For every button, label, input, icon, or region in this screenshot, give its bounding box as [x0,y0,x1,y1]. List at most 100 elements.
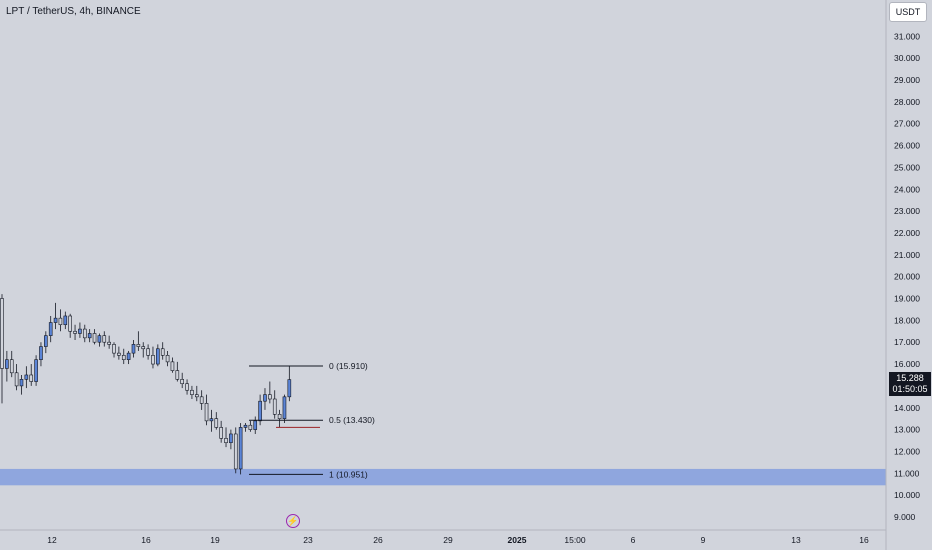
candle [136,331,141,351]
price-axis-tick: 10.000 [894,490,920,500]
time-axis-tick: 16 [141,535,151,545]
candle [117,346,121,360]
support-zone[interactable] [0,468,886,486]
candle [141,342,146,358]
candle [219,420,223,443]
price-axis-tick: 27.000 [894,119,920,129]
chart-title: LPT / TetherUS, 4h, BINANCE [6,6,141,17]
candle [224,427,228,448]
time-axis-tick: 15:00 [564,535,586,545]
candle [14,364,19,391]
candle [204,394,209,426]
candle [180,372,184,389]
price-axis-tick: 20.000 [894,272,920,282]
candle [233,427,238,474]
time-axis-tick: 2025 [508,535,527,545]
lightning-bolt-icon[interactable]: ⚡ [286,514,300,528]
candle [272,390,277,419]
candle [39,342,43,367]
price-axis[interactable]: 9.00010.00011.00012.00013.00014.00015.00… [894,31,920,522]
price-axis-tick: 19.000 [894,294,920,304]
candle [277,409,282,428]
price-axis-tick: 25.000 [894,162,920,172]
candle [165,350,170,367]
candle [199,390,204,410]
candle [48,315,53,343]
time-axis-tick: 19 [210,535,220,545]
price-axis-tick: 13.000 [894,425,920,435]
fib-level-label: 0 (15.910) [329,361,368,371]
time-axis-tick: 23 [303,535,313,545]
fib-level-label: 0.5 (13.430) [329,415,375,425]
price-axis-tick: 12.000 [894,446,920,456]
candle [287,366,292,402]
candle [238,423,243,475]
time-axis-tick: 12 [47,535,57,545]
candle [97,333,102,347]
bar-countdown: 01:50:05 [892,384,928,394]
candle [156,344,160,367]
price-axis-tick: 26.000 [894,141,920,151]
candle [102,331,107,347]
candle [263,388,267,410]
time-axis-tick: 16 [859,535,869,545]
candle [112,342,116,358]
candle [126,350,131,365]
candle [146,344,150,360]
candle [151,346,155,369]
candle [63,311,68,330]
candle [19,374,24,395]
price-axis-tick: 30.000 [894,53,920,63]
fib-level-label: 1 (10.951) [329,469,368,479]
price-axis-tick: 24.000 [894,184,920,194]
candle [248,420,253,432]
candle [58,309,63,332]
candle [185,379,189,395]
price-axis-tick: 28.000 [894,97,920,107]
candle [73,324,77,341]
candle [190,385,194,400]
last-price-value: 15.288 [896,373,924,383]
fibonacci-retracement[interactable]: 0 (15.910) 0.5 (13.430) 1 (10.951) [249,361,375,479]
candle [214,412,219,430]
candle [107,335,111,349]
price-axis-tick: 22.000 [894,228,920,238]
candle [78,322,82,338]
price-axis-tick: 14.000 [894,403,920,413]
price-axis-tick: 11.000 [894,468,920,478]
candle [160,342,165,360]
price-axis-tick: 29.000 [894,75,920,85]
time-axis-tick: 13 [791,535,801,545]
candle [121,348,126,365]
price-axis-tick: 16.000 [894,359,920,369]
time-axis-tick: 9 [701,535,706,545]
candle [170,357,175,373]
time-axis-tick: 6 [631,535,636,545]
candle [195,385,199,402]
candle [268,381,272,404]
currency-button[interactable]: USDT [889,2,927,22]
candle [87,329,92,343]
candle [29,364,34,386]
candle [24,366,29,389]
candle [243,423,248,432]
candle [5,350,9,382]
candle [9,350,14,378]
candle [68,313,72,338]
candle [229,429,233,450]
time-axis-tick: 29 [443,535,453,545]
price-axis-tick: 23.000 [894,206,920,216]
time-axis[interactable]: 12 16 19 23 26 29 2025 15:00 6 9 13 16 [47,535,869,545]
candle [175,361,180,382]
candle [131,340,136,358]
candle [44,331,48,354]
price-axis-tick: 21.000 [894,250,920,260]
price-axis-tick: 9.000 [894,512,916,522]
price-axis-tick: 17.000 [894,337,920,347]
candle [82,324,87,343]
candle [282,394,287,424]
candle [92,329,97,345]
price-axis-tick: 31.000 [894,31,920,41]
candle [34,355,38,386]
